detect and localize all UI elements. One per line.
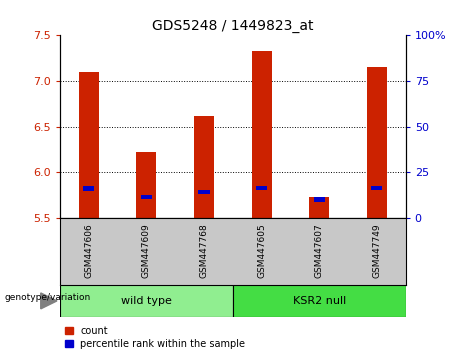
Bar [79,72,99,218]
Text: GSM447749: GSM447749 [372,223,381,278]
Text: genotype/variation: genotype/variation [5,293,91,302]
Text: GSM447768: GSM447768 [200,223,208,278]
Bar [313,198,325,201]
Bar [371,185,383,190]
Bar [194,116,214,218]
Bar [256,185,267,190]
Title: GDS5248 / 1449823_at: GDS5248 / 1449823_at [152,19,313,33]
Text: GSM447607: GSM447607 [315,223,324,278]
Text: GSM447609: GSM447609 [142,223,151,278]
Bar [252,51,272,218]
Text: GSM447605: GSM447605 [257,223,266,278]
Bar [233,285,406,317]
Text: wild type: wild type [121,296,172,306]
Bar [141,195,152,199]
Bar [83,187,95,190]
Bar [309,197,329,218]
Polygon shape [41,293,57,309]
Text: GSM447606: GSM447606 [84,223,93,278]
Bar [198,190,210,194]
Text: KSR2 null: KSR2 null [293,296,346,306]
Bar [367,67,387,218]
Legend: count, percentile rank within the sample: count, percentile rank within the sample [65,326,245,349]
Bar [136,152,156,218]
Bar [60,285,233,317]
